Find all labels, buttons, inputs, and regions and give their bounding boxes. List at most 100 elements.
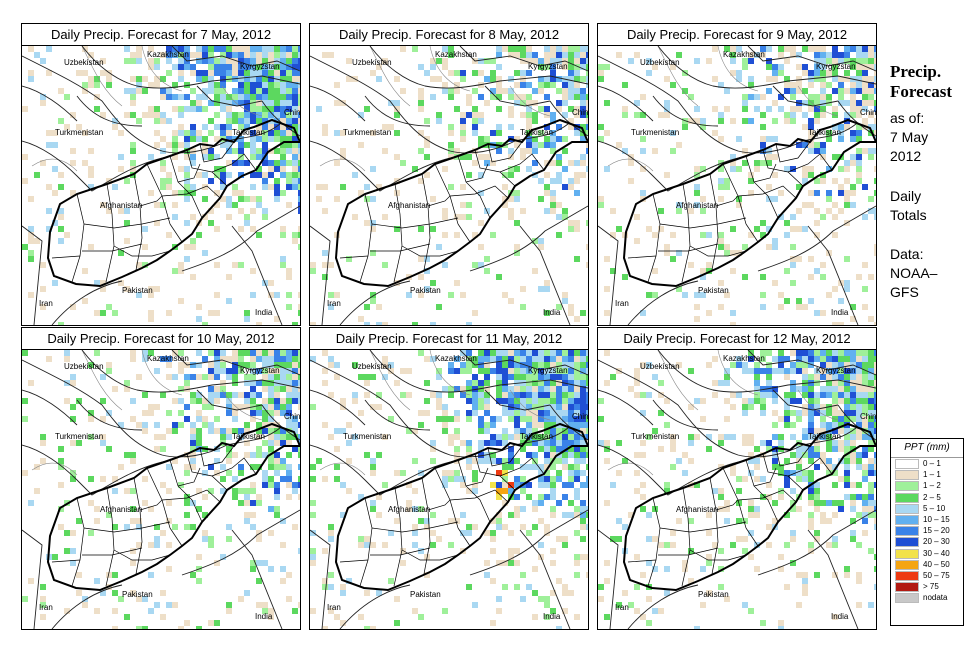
- precip-cell: [766, 226, 772, 232]
- precip-cell: [214, 64, 220, 70]
- precip-cell: [532, 458, 538, 464]
- precip-cell: [604, 560, 610, 566]
- precip-cell: [568, 500, 574, 506]
- precip-cell: [790, 256, 796, 262]
- precip-cell: [292, 380, 298, 386]
- precip-cell: [286, 404, 292, 410]
- precip-cell: [856, 160, 862, 166]
- province-border: [339, 255, 369, 259]
- precip-cell: [550, 76, 556, 82]
- precip-cell: [496, 398, 502, 404]
- precip-cell: [802, 392, 808, 398]
- precip-cell: [796, 88, 802, 94]
- precip-cell: [532, 386, 538, 392]
- precip-cell: [838, 322, 844, 325]
- precip-cell: [280, 142, 286, 148]
- precip-cell: [226, 398, 232, 404]
- precip-cell: [298, 196, 300, 202]
- precip-cell: [256, 404, 262, 410]
- precip-cell: [490, 70, 496, 76]
- precip-cell: [802, 70, 808, 76]
- precip-cell: [148, 350, 154, 356]
- precip-cell: [850, 386, 856, 392]
- precip-cell: [382, 356, 388, 362]
- precip-cell: [742, 404, 748, 410]
- precip-cell: [526, 530, 532, 536]
- precip-cell: [856, 136, 862, 142]
- precip-cell: [508, 196, 514, 202]
- precip-cell: [574, 362, 580, 368]
- precip-cell: [274, 316, 280, 322]
- precip-cell: [364, 322, 370, 325]
- precip-cell: [796, 410, 802, 416]
- precip-cell: [136, 262, 142, 268]
- precip-cell: [88, 434, 94, 440]
- precip-cell: [274, 46, 280, 52]
- precip-cell: [484, 398, 490, 404]
- precip-cell: [514, 368, 520, 374]
- precip-cell: [100, 398, 106, 404]
- precip-cell: [226, 160, 232, 166]
- precip-cell: [856, 434, 862, 440]
- precip-cell: [478, 142, 484, 148]
- precip-cell: [238, 58, 244, 64]
- precip-cell: [868, 500, 874, 506]
- precip-cell: [772, 70, 778, 76]
- precip-cell: [826, 190, 832, 196]
- precip-cell: [532, 136, 538, 142]
- precip-cell: [616, 440, 622, 446]
- precip-cell: [472, 70, 478, 76]
- precip-cell: [496, 368, 502, 374]
- precip-cell: [322, 368, 328, 374]
- precip-cell: [346, 488, 352, 494]
- precip-cell: [802, 584, 808, 590]
- precip-cell: [328, 52, 334, 58]
- precip-cell: [766, 136, 772, 142]
- precip-cell: [214, 310, 220, 316]
- precip-cell: [862, 100, 868, 106]
- precip-cell: [172, 602, 178, 608]
- precip-cell: [802, 124, 808, 130]
- precip-cell: [658, 608, 664, 614]
- precip-cell: [280, 256, 286, 262]
- precip-cell: [136, 46, 142, 52]
- precip-cell: [814, 464, 820, 470]
- precip-cell: [580, 452, 586, 458]
- precip-cell: [754, 94, 760, 100]
- precip-cell: [208, 208, 214, 214]
- precip-cell: [214, 124, 220, 130]
- precip-cell: [268, 530, 274, 536]
- precip-cell: [166, 118, 172, 124]
- precip-cell: [214, 386, 220, 392]
- legend-swatch: [895, 559, 919, 570]
- precip-cell: [232, 118, 238, 124]
- precip-cell: [640, 506, 646, 512]
- precip-cell: [688, 458, 694, 464]
- precip-cell: [808, 130, 814, 136]
- precip-cell: [568, 482, 574, 488]
- precip-cell: [562, 404, 568, 410]
- precip-cell: [250, 172, 256, 178]
- precip-cell: [154, 524, 160, 530]
- precip-cell: [40, 596, 46, 602]
- precip-cell: [628, 160, 634, 166]
- precip-cell: [778, 554, 784, 560]
- precip-cell: [268, 482, 274, 488]
- precip-cell: [298, 380, 300, 386]
- precip-cell: [856, 148, 862, 154]
- precip-cell: [148, 64, 154, 70]
- precip-cell: [868, 154, 874, 160]
- precip-cell: [706, 434, 712, 440]
- precip-cell: [838, 52, 844, 58]
- precip-cell: [214, 262, 220, 268]
- precip-cell: [802, 476, 808, 482]
- precip-cell: [538, 244, 544, 250]
- precip-cell: [190, 148, 196, 154]
- precip-cell: [796, 362, 802, 368]
- province-border: [133, 477, 143, 575]
- precip-cell: [496, 148, 502, 154]
- precip-cell: [172, 268, 178, 274]
- precip-cell: [544, 482, 550, 488]
- precip-cell: [472, 476, 478, 482]
- province-border: [474, 453, 516, 491]
